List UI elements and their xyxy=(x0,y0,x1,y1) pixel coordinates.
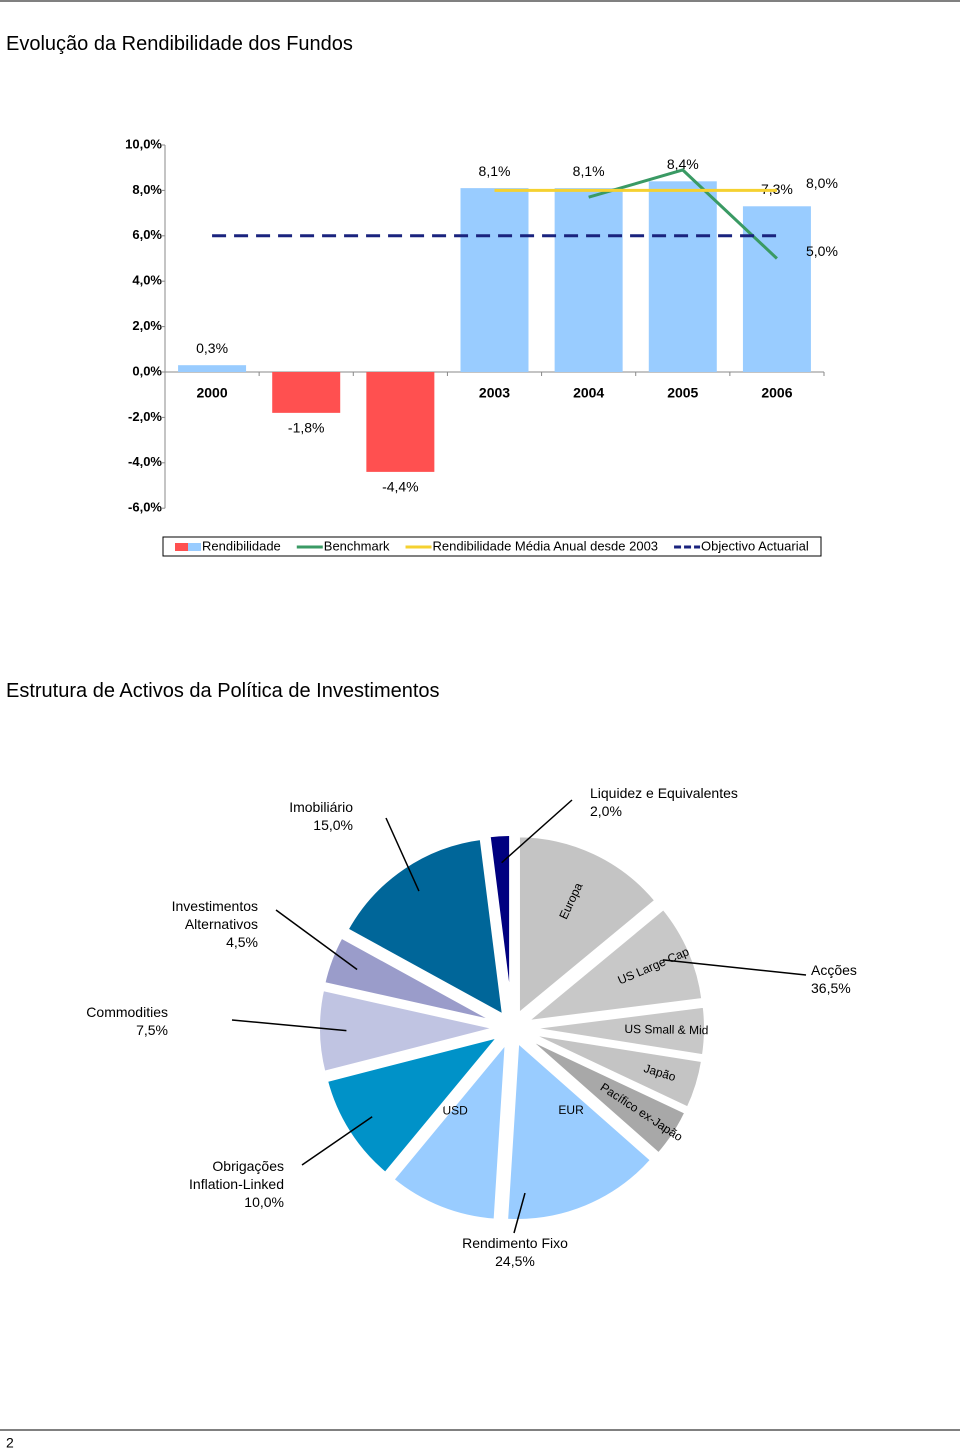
pie-part-label: US Small & Mid xyxy=(624,1022,708,1037)
x-tick-label: 2006 xyxy=(761,385,792,401)
bar-value-label: 8,1% xyxy=(479,163,511,179)
slice-name: Obrigações Inflation-Linked xyxy=(189,1158,284,1192)
pie-slice xyxy=(522,1033,690,1158)
pie-part-label: EUR xyxy=(558,1103,584,1117)
bar xyxy=(366,372,435,472)
pie-label: Acções 36,5% xyxy=(811,961,891,997)
bar xyxy=(460,188,529,372)
pie-label: Investimentos Alternativos 4,5% xyxy=(158,897,258,951)
pie-slice xyxy=(515,833,660,1020)
y-tick-label: 4,0% xyxy=(132,273,162,288)
line-value-label: 8,0% xyxy=(806,175,838,191)
slice-value: 36,5% xyxy=(811,980,851,996)
slice-name: Rendimento Fixo xyxy=(462,1235,568,1251)
pie-slice xyxy=(389,1035,510,1223)
pie-label: Liquidez e Equivalentes 2,0% xyxy=(590,784,790,820)
leader-line xyxy=(513,1192,526,1234)
pie-slice xyxy=(316,986,499,1076)
x-tick-label: 2005 xyxy=(667,385,698,401)
leader-line xyxy=(501,799,573,864)
bar xyxy=(648,181,717,372)
pie-slice xyxy=(525,1003,708,1059)
pie-slice xyxy=(320,933,500,1026)
leader-line xyxy=(662,959,807,976)
legend-swatch xyxy=(175,543,188,551)
pie-part-label: USD xyxy=(442,1104,468,1118)
line xyxy=(588,168,778,260)
pie-label: Commodities 7,5% xyxy=(60,1003,168,1039)
section-title: Estrutura de Activos da Política de Inve… xyxy=(6,680,440,702)
pie-slice xyxy=(503,1036,656,1223)
slice-value: 10,0% xyxy=(244,1194,284,1210)
y-tick-label: 0,0% xyxy=(132,363,162,378)
slice-name: Investimentos Alternativos xyxy=(171,898,258,932)
y-tick-label: -4,0% xyxy=(128,454,162,469)
slice-value: 24,5% xyxy=(495,1253,535,1269)
y-tick-label: 8,0% xyxy=(132,182,162,197)
pie-slice xyxy=(486,832,514,1015)
slice-name: Liquidez e Equivalentes xyxy=(590,785,738,801)
leader-line xyxy=(231,1019,347,1032)
bar xyxy=(742,206,811,372)
bar-value-label: 8,4% xyxy=(667,156,699,172)
pie-label: Imobiliário 15,0% xyxy=(233,798,353,834)
section-title: Evolução da Rendibilidade dos Fundos xyxy=(6,33,353,55)
pie-slice xyxy=(323,1032,506,1178)
slice-value: 4,5% xyxy=(226,934,258,950)
leader-line xyxy=(301,1116,373,1166)
bar xyxy=(272,372,341,413)
pie-label: Rendimento Fixo 24,5% xyxy=(440,1234,590,1270)
y-tick-label: 10,0% xyxy=(125,136,162,151)
x-tick-label: 2000 xyxy=(196,385,227,401)
legend-label: Rendibilidade xyxy=(202,538,281,553)
leader-line xyxy=(385,817,420,892)
bar-value-label: -4,4% xyxy=(382,479,419,495)
pie-label: Obrigações Inflation-Linked 10,0% xyxy=(174,1157,284,1211)
slice-value: 2,0% xyxy=(590,803,622,819)
slice-value: 15,0% xyxy=(313,817,353,833)
legend-label: Benchmark xyxy=(324,538,390,553)
slice-name: Acções xyxy=(811,962,857,978)
bar xyxy=(554,188,623,372)
y-tick-label: -6,0% xyxy=(128,500,162,515)
bar-value-label: 0,3% xyxy=(196,340,228,356)
leader-line xyxy=(275,909,358,971)
slice-name: Commodities xyxy=(86,1004,168,1020)
pie-slice xyxy=(518,904,706,1026)
pie-slice xyxy=(343,835,507,1021)
bar xyxy=(178,365,247,372)
legend-label: Rendibilidade Média Anual desde 2003 xyxy=(433,538,659,553)
page-number: 2 xyxy=(6,1435,14,1451)
pie-slice xyxy=(524,1030,706,1112)
legend-swatch xyxy=(188,543,201,551)
bar-value-label: -1,8% xyxy=(288,420,325,436)
x-tick-label: 2004 xyxy=(573,385,604,401)
line-value-label: 5,0% xyxy=(806,243,838,259)
legend-box xyxy=(162,536,822,557)
slice-value: 7,5% xyxy=(136,1022,168,1038)
bar-value-label: 8,1% xyxy=(573,163,605,179)
slice-name: Imobiliário xyxy=(289,799,353,815)
y-tick-label: 6,0% xyxy=(132,227,162,242)
y-tick-label: 2,0% xyxy=(132,318,162,333)
legend-label: Objectivo Actuarial xyxy=(701,538,809,553)
y-tick-label: -2,0% xyxy=(128,409,162,424)
x-tick-label: 2003 xyxy=(479,385,510,401)
